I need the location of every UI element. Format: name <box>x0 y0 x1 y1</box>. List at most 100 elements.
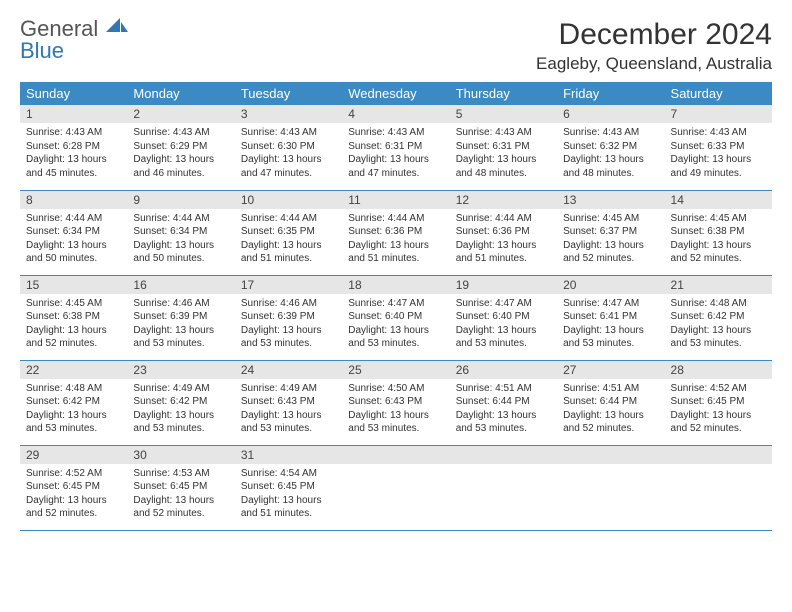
empty-daynum <box>665 446 772 464</box>
day-number: 18 <box>342 276 449 294</box>
day-details: Sunrise: 4:51 AMSunset: 6:44 PMDaylight:… <box>450 379 557 440</box>
calendar-day-cell: 15Sunrise: 4:45 AMSunset: 6:38 PMDayligh… <box>20 275 127 360</box>
empty-details <box>665 464 772 516</box>
daylight-line: Daylight: 13 hours and 52 minutes. <box>26 324 121 351</box>
day-details: Sunrise: 4:43 AMSunset: 6:33 PMDaylight:… <box>665 123 772 184</box>
day-details: Sunrise: 4:44 AMSunset: 6:36 PMDaylight:… <box>342 209 449 270</box>
sunset-line: Sunset: 6:34 PM <box>26 225 121 239</box>
daylight-line: Daylight: 13 hours and 45 minutes. <box>26 153 121 180</box>
brand-sail-icon <box>106 18 128 34</box>
sunrise-line: Sunrise: 4:51 AM <box>563 382 658 396</box>
sunrise-line: Sunrise: 4:48 AM <box>671 297 766 311</box>
calendar-day-cell: 4Sunrise: 4:43 AMSunset: 6:31 PMDaylight… <box>342 105 449 190</box>
day-details: Sunrise: 4:50 AMSunset: 6:43 PMDaylight:… <box>342 379 449 440</box>
sunrise-line: Sunrise: 4:45 AM <box>26 297 121 311</box>
calendar-day-cell <box>557 445 664 530</box>
daylight-line: Daylight: 13 hours and 47 minutes. <box>348 153 443 180</box>
calendar-day-cell: 14 Sunrise: 4:45 AMSunset: 6:38 PMDayligh… <box>665 190 772 275</box>
weekday-header: Tuesday <box>235 82 342 105</box>
sunset-line: Sunset: 6:30 PM <box>241 140 336 154</box>
day-details: Sunrise: 4:49 AMSunset: 6:42 PMDaylight:… <box>127 379 234 440</box>
sunrise-line: Sunrise: 4:44 AM <box>348 212 443 226</box>
day-details: Sunrise: 4:43 AMSunset: 6:31 PMDaylight:… <box>450 123 557 184</box>
sunset-line: Sunset: 6:42 PM <box>26 395 121 409</box>
sunrise-line: Sunrise: 4:52 AM <box>26 467 121 481</box>
day-number: 12 <box>450 191 557 209</box>
day-details: Sunrise: 4:44 AMSunset: 6:35 PMDaylight:… <box>235 209 342 270</box>
calendar-day-cell: 1Sunrise: 4:43 AMSunset: 6:28 PMDaylight… <box>20 105 127 190</box>
day-details: Sunrise: 4:47 AMSunset: 6:40 PMDaylight:… <box>342 294 449 355</box>
daylight-line: Daylight: 13 hours and 53 minutes. <box>671 324 766 351</box>
day-details: Sunrise: 4:43 AMSunset: 6:30 PMDaylight:… <box>235 123 342 184</box>
sunset-line: Sunset: 6:36 PM <box>348 225 443 239</box>
day-details: Sunrise: 4:51 AMSunset: 6:44 PMDaylight:… <box>557 379 664 440</box>
daylight-line: Daylight: 13 hours and 49 minutes. <box>671 153 766 180</box>
daylight-line: Daylight: 13 hours and 46 minutes. <box>133 153 228 180</box>
sunrise-line: Sunrise: 4:45 AM <box>563 212 658 226</box>
calendar-week-row: 15Sunrise: 4:45 AMSunset: 6:38 PMDayligh… <box>20 275 772 360</box>
calendar-week-row: 8Sunrise: 4:44 AMSunset: 6:34 PMDaylight… <box>20 190 772 275</box>
sunrise-line: Sunrise: 4:53 AM <box>133 467 228 481</box>
day-number: 7 <box>665 105 772 123</box>
day-number: 15 <box>20 276 127 294</box>
day-number: 8 <box>20 191 127 209</box>
day-details: Sunrise: 4:46 AMSunset: 6:39 PMDaylight:… <box>235 294 342 355</box>
daylight-line: Daylight: 13 hours and 50 minutes. <box>26 239 121 266</box>
day-number: 19 <box>450 276 557 294</box>
day-details: Sunrise: 4:44 AMSunset: 6:34 PMDaylight:… <box>20 209 127 270</box>
daylight-line: Daylight: 13 hours and 52 minutes. <box>133 494 228 521</box>
day-number: 26 <box>450 361 557 379</box>
sunset-line: Sunset: 6:38 PM <box>671 225 766 239</box>
weekday-header: Sunday <box>20 82 127 105</box>
day-number: 14 <box>665 191 772 209</box>
daylight-line: Daylight: 13 hours and 48 minutes. <box>563 153 658 180</box>
sunset-line: Sunset: 6:41 PM <box>563 310 658 324</box>
day-number: 17 <box>235 276 342 294</box>
day-number: 25 <box>342 361 449 379</box>
calendar-week-row: 29Sunrise: 4:52 AMSunset: 6:45 PMDayligh… <box>20 445 772 530</box>
sunset-line: Sunset: 6:42 PM <box>133 395 228 409</box>
empty-daynum <box>450 446 557 464</box>
sunrise-line: Sunrise: 4:49 AM <box>241 382 336 396</box>
daylight-line: Daylight: 13 hours and 53 minutes. <box>26 409 121 436</box>
empty-details <box>450 464 557 516</box>
calendar-table: SundayMondayTuesdayWednesdayThursdayFrid… <box>20 82 772 531</box>
day-number: 13 <box>557 191 664 209</box>
day-number: 23 <box>127 361 234 379</box>
weekday-header: Wednesday <box>342 82 449 105</box>
calendar-day-cell: 25Sunrise: 4:50 AMSunset: 6:43 PMDayligh… <box>342 360 449 445</box>
sunset-line: Sunset: 6:45 PM <box>241 480 336 494</box>
day-details: Sunrise: 4:54 AMSunset: 6:45 PMDaylight:… <box>235 464 342 525</box>
sunset-line: Sunset: 6:40 PM <box>456 310 551 324</box>
sunrise-line: Sunrise: 4:49 AM <box>133 382 228 396</box>
day-number: 10 <box>235 191 342 209</box>
daylight-line: Daylight: 13 hours and 52 minutes. <box>563 239 658 266</box>
sunset-line: Sunset: 6:39 PM <box>241 310 336 324</box>
sunset-line: Sunset: 6:32 PM <box>563 140 658 154</box>
sunrise-line: Sunrise: 4:43 AM <box>133 126 228 140</box>
daylight-line: Daylight: 13 hours and 53 minutes. <box>241 409 336 436</box>
sunset-line: Sunset: 6:39 PM <box>133 310 228 324</box>
calendar-day-cell: 23Sunrise: 4:49 AMSunset: 6:42 PMDayligh… <box>127 360 234 445</box>
sunrise-line: Sunrise: 4:50 AM <box>348 382 443 396</box>
daylight-line: Daylight: 13 hours and 52 minutes. <box>26 494 121 521</box>
calendar-day-cell: 11Sunrise: 4:44 AMSunset: 6:36 PMDayligh… <box>342 190 449 275</box>
sunrise-line: Sunrise: 4:47 AM <box>348 297 443 311</box>
sunrise-line: Sunrise: 4:48 AM <box>26 382 121 396</box>
sunrise-line: Sunrise: 4:46 AM <box>241 297 336 311</box>
day-details: Sunrise: 4:48 AMSunset: 6:42 PMDaylight:… <box>665 294 772 355</box>
sunset-line: Sunset: 6:42 PM <box>671 310 766 324</box>
daylight-line: Daylight: 13 hours and 52 minutes. <box>671 239 766 266</box>
sunset-line: Sunset: 6:43 PM <box>348 395 443 409</box>
calendar-week-row: 22Sunrise: 4:48 AMSunset: 6:42 PMDayligh… <box>20 360 772 445</box>
sunrise-line: Sunrise: 4:45 AM <box>671 212 766 226</box>
sunrise-line: Sunrise: 4:43 AM <box>671 126 766 140</box>
sunrise-line: Sunrise: 4:43 AM <box>563 126 658 140</box>
calendar-day-cell: 12Sunrise: 4:44 AMSunset: 6:36 PMDayligh… <box>450 190 557 275</box>
sunrise-line: Sunrise: 4:43 AM <box>348 126 443 140</box>
sunrise-line: Sunrise: 4:43 AM <box>241 126 336 140</box>
day-number: 24 <box>235 361 342 379</box>
daylight-line: Daylight: 13 hours and 53 minutes. <box>563 324 658 351</box>
day-number: 30 <box>127 446 234 464</box>
sunset-line: Sunset: 6:37 PM <box>563 225 658 239</box>
